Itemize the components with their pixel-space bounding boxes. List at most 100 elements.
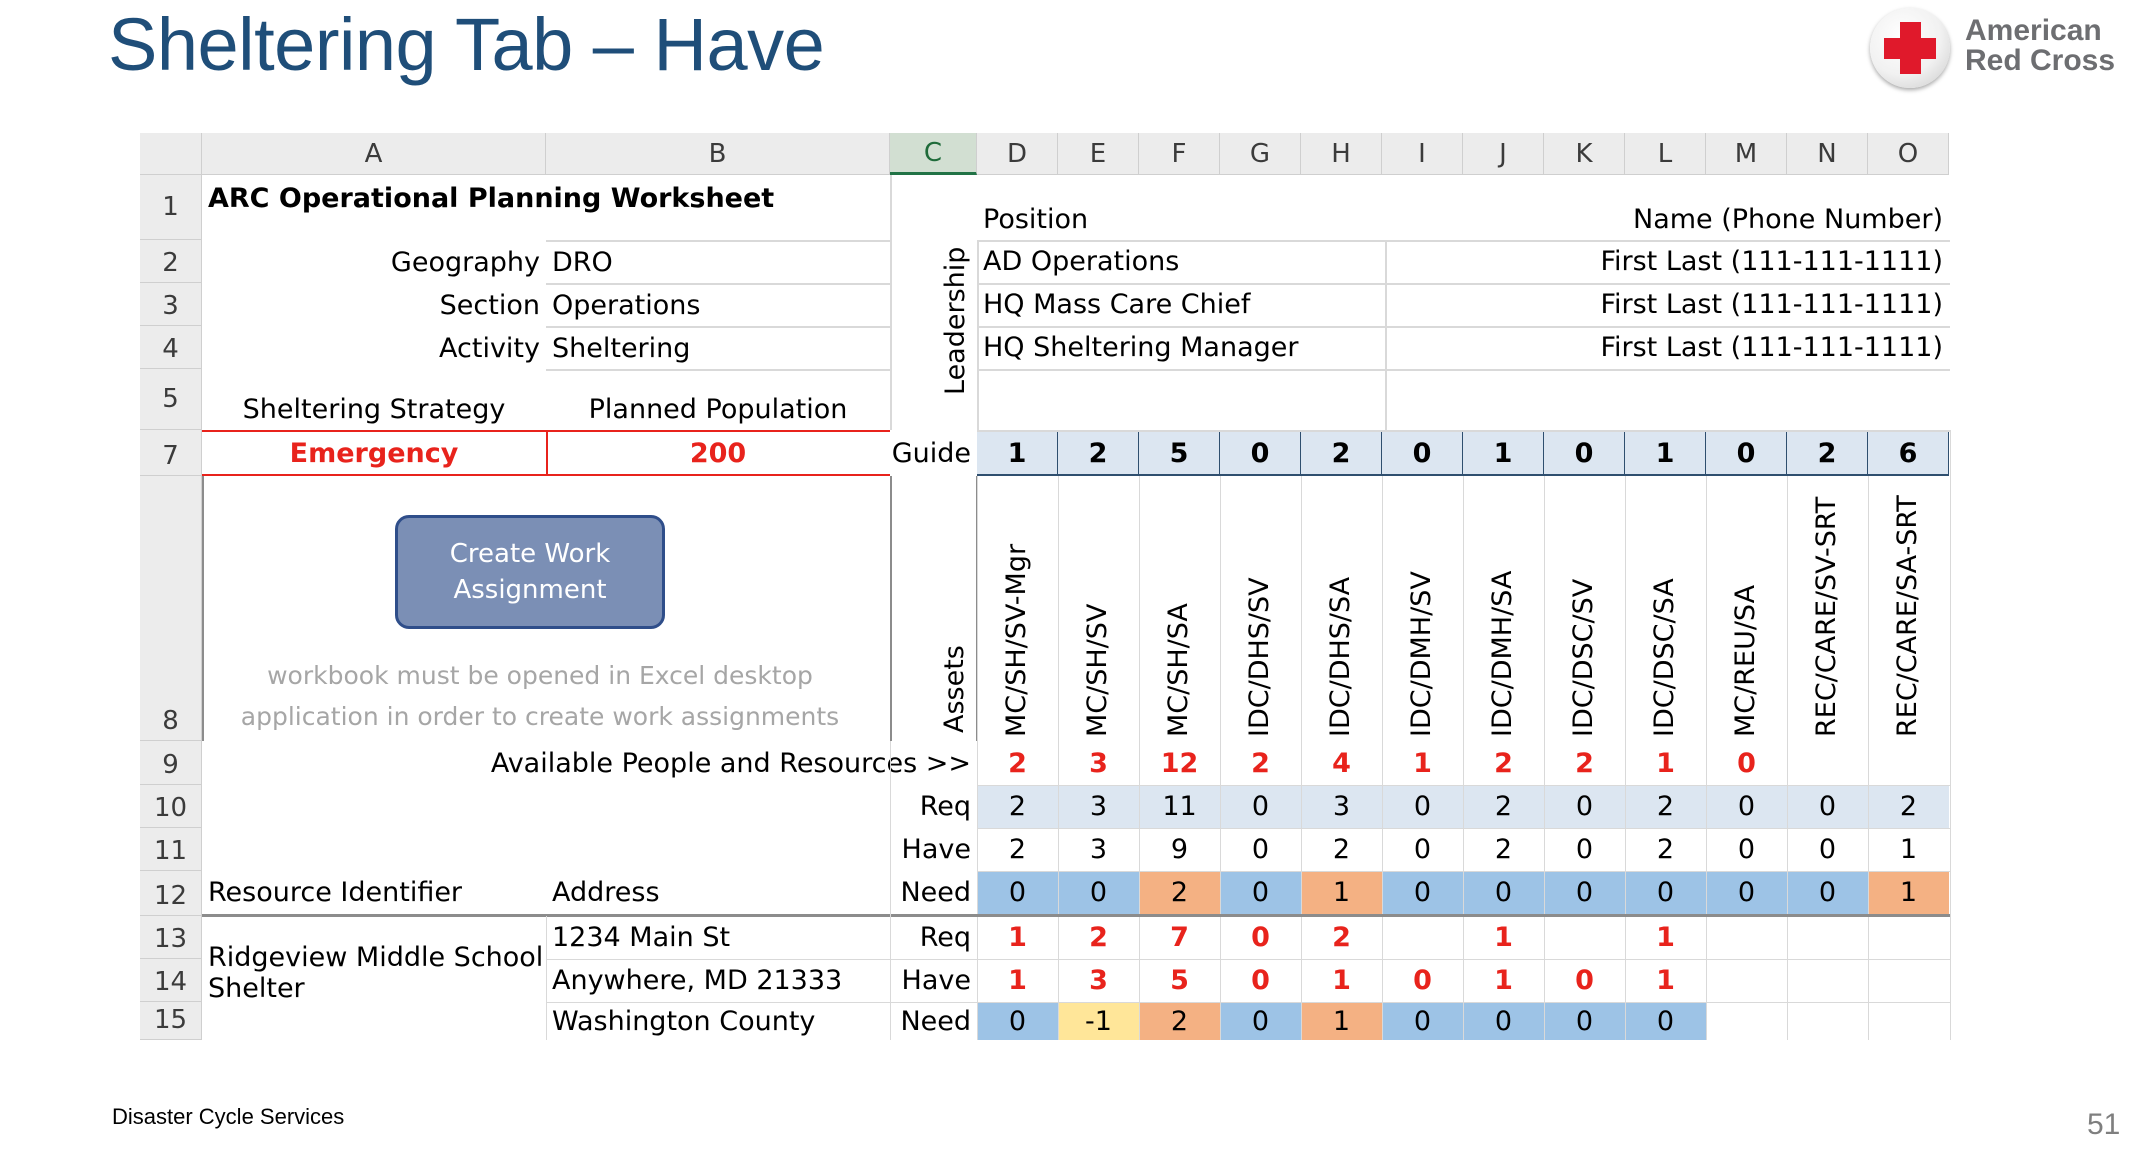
resource-req-value[interactable] <box>1868 916 1949 959</box>
summary-req-value[interactable]: 3 <box>1058 785 1139 828</box>
summary-need-label[interactable]: Need <box>900 877 971 908</box>
resource-have-value[interactable]: 0 <box>1413 965 1432 996</box>
resource-req-value[interactable] <box>1544 916 1625 959</box>
column-header-c[interactable]: C <box>890 133 977 175</box>
column-header-j[interactable]: J <box>1463 133 1544 175</box>
summary-have-value[interactable]: 9 <box>1170 834 1189 865</box>
column-header-f[interactable]: F <box>1139 133 1220 175</box>
guide-value[interactable]: 0 <box>1382 430 1463 476</box>
row-header-15[interactable]: 15 <box>140 1002 202 1040</box>
guide-value[interactable]: 6 <box>1868 430 1949 476</box>
resource-need-value[interactable]: 0 <box>1463 1002 1544 1040</box>
geography-value[interactable]: DRO <box>552 246 613 278</box>
summary-req-value[interactable]: 3 <box>1301 785 1382 828</box>
resource-identifier-header[interactable]: Resource Identifier <box>208 877 463 908</box>
guide-value[interactable]: 1 <box>977 430 1058 476</box>
row-header-5[interactable]: 5 <box>140 369 202 430</box>
summary-req-label[interactable]: Req <box>919 791 971 822</box>
available-value[interactable]: 0 <box>1737 747 1756 779</box>
resource-req-value[interactable]: 2 <box>1089 922 1108 953</box>
resource-have-label[interactable]: Have <box>901 965 971 996</box>
summary-need-value[interactable]: 0 <box>1625 871 1706 914</box>
resource-need-value[interactable]: 0 <box>1220 1002 1301 1040</box>
guide-value[interactable]: 1 <box>1625 430 1706 476</box>
summary-req-value[interactable]: 0 <box>1382 785 1463 828</box>
resource-name-line-1[interactable]: Ridgeview Middle School <box>208 942 544 973</box>
resource-have-value[interactable]: 0 <box>1575 965 1594 996</box>
position-header[interactable]: Position <box>983 203 1089 235</box>
section-label[interactable]: Section <box>439 289 540 321</box>
summary-need-value[interactable]: 0 <box>1706 871 1787 914</box>
resource-need-label[interactable]: Need <box>900 1005 971 1037</box>
summary-need-value[interactable]: 2 <box>1139 871 1220 914</box>
address-line-3[interactable]: Washington County <box>552 1005 816 1037</box>
resource-have-value[interactable]: 3 <box>1089 965 1108 996</box>
guide-value[interactable]: 2 <box>1301 430 1382 476</box>
summary-have-value[interactable]: 0 <box>1737 834 1756 865</box>
resource-req-value[interactable]: 0 <box>1251 922 1270 953</box>
resource-have-value[interactable]: 1 <box>1656 965 1675 996</box>
leadership-name-2[interactable]: First Last (111-111-1111) <box>1600 289 1943 320</box>
column-header-a[interactable]: A <box>202 133 546 175</box>
summary-req-value[interactable]: 2 <box>1463 785 1544 828</box>
available-value[interactable]: 2 <box>1008 747 1027 779</box>
column-header-i[interactable]: I <box>1382 133 1463 175</box>
summary-req-value[interactable]: 0 <box>1544 785 1625 828</box>
geography-label[interactable]: Geography <box>390 246 540 278</box>
guide-value[interactable]: 0 <box>1220 430 1301 476</box>
column-header-n[interactable]: N <box>1787 133 1868 175</box>
resource-have-value[interactable]: 1 <box>1494 965 1513 996</box>
guide-value[interactable]: 1 <box>1463 430 1544 476</box>
resource-need-value[interactable]: 2 <box>1139 1002 1220 1040</box>
guide-value[interactable]: 2 <box>1058 430 1139 476</box>
available-value[interactable]: 3 <box>1089 747 1108 779</box>
summary-have-value[interactable]: 2 <box>1332 834 1351 865</box>
summary-have-value[interactable]: 2 <box>1656 834 1675 865</box>
column-header-l[interactable]: L <box>1625 133 1706 175</box>
resource-have-value[interactable]: 5 <box>1170 965 1189 996</box>
resource-req-value[interactable]: 1 <box>1008 922 1027 953</box>
resource-req-value[interactable] <box>1382 916 1463 959</box>
summary-need-value[interactable]: 0 <box>1058 871 1139 914</box>
resource-need-value[interactable] <box>1868 1002 1949 1040</box>
available-label[interactable]: Available People and Resources >> <box>490 747 971 779</box>
resource-need-value[interactable] <box>1706 1002 1787 1040</box>
resource-need-value[interactable] <box>1787 1002 1868 1040</box>
worksheet-title[interactable]: ARC Operational Planning Worksheet <box>208 183 775 214</box>
summary-req-value[interactable]: 2 <box>1868 785 1949 828</box>
leadership-position-1[interactable]: AD Operations <box>983 246 1180 277</box>
summary-req-value[interactable]: 2 <box>977 785 1058 828</box>
available-value[interactable]: 4 <box>1332 747 1351 779</box>
row-header-8[interactable]: 8 <box>140 476 202 741</box>
row-header-13[interactable]: 13 <box>140 916 202 959</box>
summary-have-value[interactable]: 0 <box>1251 834 1270 865</box>
summary-need-value[interactable]: 0 <box>977 871 1058 914</box>
available-value[interactable] <box>1787 741 1868 785</box>
available-value[interactable]: 2 <box>1494 747 1513 779</box>
name-header[interactable]: Name (Phone Number) <box>1633 203 1943 235</box>
summary-need-value[interactable]: 1 <box>1301 871 1382 914</box>
address-line-2[interactable]: Anywhere, MD 21333 <box>552 965 843 996</box>
leadership-name-1[interactable]: First Last (111-111-1111) <box>1600 246 1943 277</box>
available-value[interactable] <box>1868 741 1949 785</box>
row-header-10[interactable]: 10 <box>140 785 202 828</box>
summary-have-value[interactable]: 0 <box>1818 834 1837 865</box>
row-header-9[interactable]: 9 <box>140 741 202 785</box>
summary-req-value[interactable]: 0 <box>1787 785 1868 828</box>
population-label[interactable]: Planned Population <box>588 393 848 425</box>
resource-have-value[interactable]: 1 <box>1332 965 1351 996</box>
guide-value[interactable]: 2 <box>1787 430 1868 476</box>
activity-value[interactable]: Sheltering <box>552 332 691 364</box>
resource-req-value[interactable] <box>1706 916 1787 959</box>
available-value[interactable]: 12 <box>1160 747 1199 779</box>
resource-have-value[interactable]: 1 <box>1008 965 1027 996</box>
summary-need-value[interactable]: 0 <box>1220 871 1301 914</box>
summary-need-value[interactable]: 1 <box>1868 871 1949 914</box>
summary-have-value[interactable]: 1 <box>1899 834 1918 865</box>
column-header-e[interactable]: E <box>1058 133 1139 175</box>
available-value[interactable]: 1 <box>1413 747 1432 779</box>
summary-need-value[interactable]: 0 <box>1463 871 1544 914</box>
summary-need-value[interactable]: 0 <box>1544 871 1625 914</box>
row-header-12[interactable]: 12 <box>140 871 202 916</box>
create-work-assignment-button[interactable]: Create Work Assignment <box>395 515 665 629</box>
